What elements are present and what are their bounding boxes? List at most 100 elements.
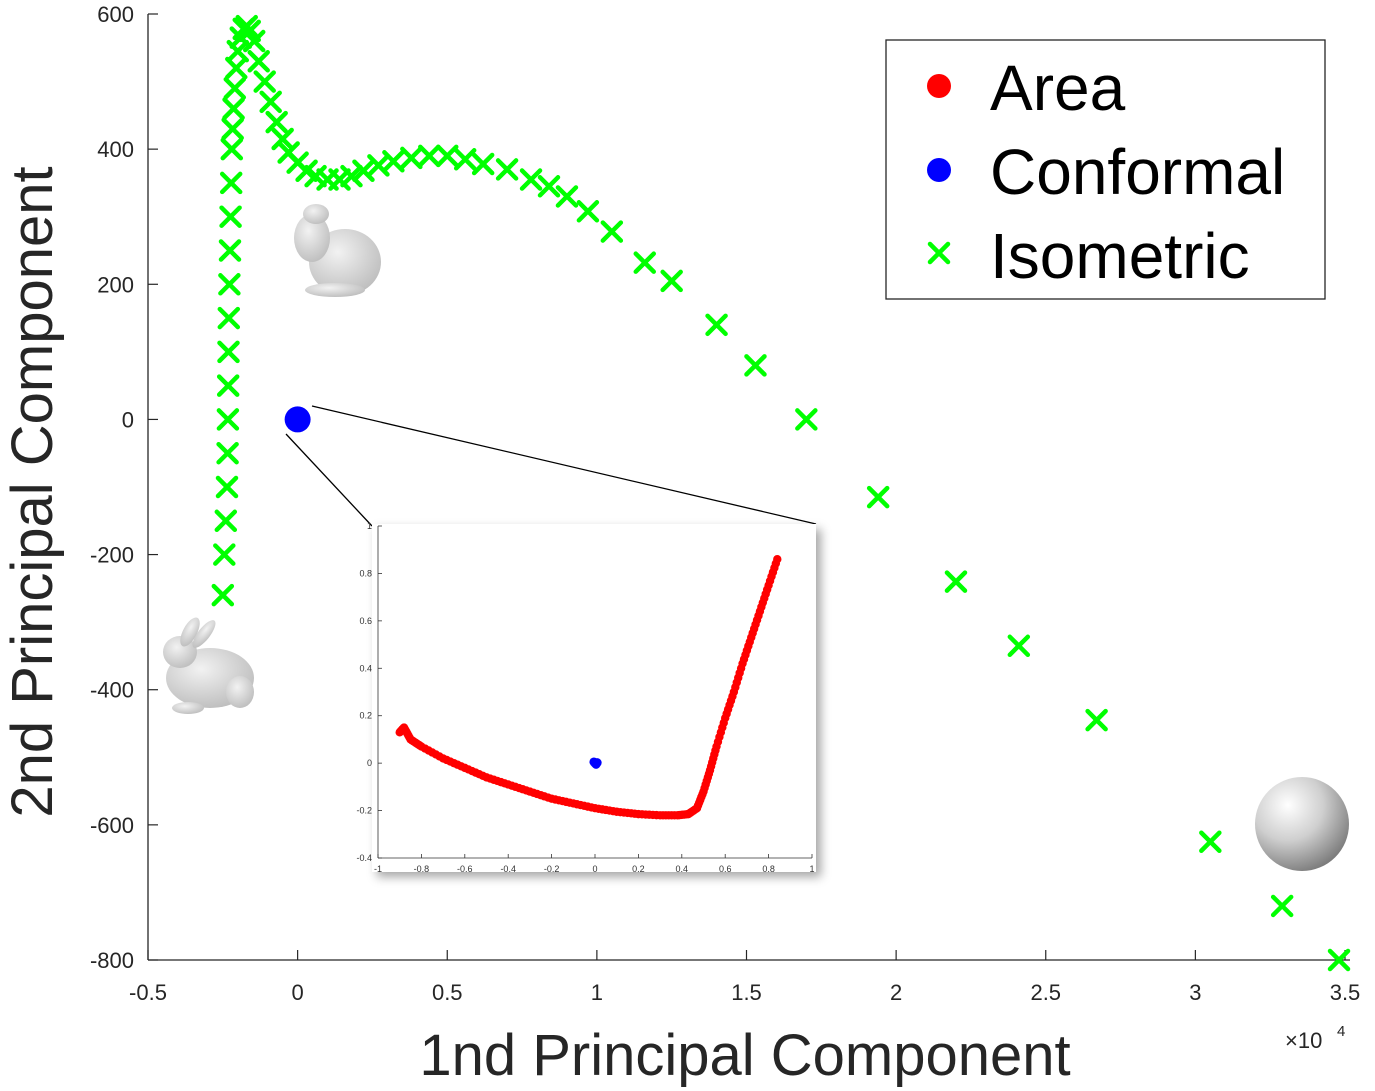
inset-x-tick-label: 0.8 xyxy=(762,864,775,874)
inset-y-ticks: 1 0.8 0.6 0.4 0.2 0 -0.2 -0.4 xyxy=(356,521,382,863)
isometric-point xyxy=(600,220,624,243)
y-tick-label: -400 xyxy=(90,678,134,703)
isometric-point xyxy=(217,340,240,364)
isometric-point xyxy=(219,205,242,228)
isometric-point xyxy=(211,583,235,607)
x-tick-label: 2 xyxy=(890,980,902,1005)
isometric-point xyxy=(1327,948,1351,972)
isometric-point-stroke xyxy=(555,185,579,208)
isometric-point-stroke xyxy=(660,269,683,293)
isometric-point-stroke xyxy=(576,200,600,223)
inset-y-tick-label: 0 xyxy=(367,758,372,768)
conformal-series xyxy=(284,406,311,433)
isometric-point-stroke xyxy=(222,97,245,120)
svg-text:4: 4 xyxy=(1337,1023,1345,1040)
isometric-point xyxy=(328,168,351,191)
isometric-point xyxy=(400,146,423,170)
isometric-point xyxy=(1199,830,1222,853)
isometric-point-stroke xyxy=(219,171,243,195)
isometric-point-stroke xyxy=(220,137,244,161)
isometric-point xyxy=(247,50,270,73)
inset-conformal-point xyxy=(592,758,602,768)
legend-box xyxy=(885,39,1326,300)
isometric-point-stroke xyxy=(225,56,248,80)
isometric-point xyxy=(555,185,579,208)
inset-x-tick-label: 0.4 xyxy=(676,864,689,874)
inset-conformal-series xyxy=(589,757,602,769)
main-axes xyxy=(147,14,1350,961)
isometric-point-stroke xyxy=(866,485,890,509)
isometric-point-stroke xyxy=(400,146,423,170)
legend-conformal-marker xyxy=(927,158,951,182)
isometric-point-stroke xyxy=(219,205,242,228)
legend-area-label: Area xyxy=(990,52,1126,124)
y-tick-label: 0 xyxy=(122,407,134,432)
inset-x-tick-label: 1 xyxy=(809,864,814,874)
x-tick-label: 2.5 xyxy=(1030,980,1061,1005)
zoom-connector-line-bottom xyxy=(285,433,373,527)
isometric-point xyxy=(214,509,238,533)
isometric-point-stroke xyxy=(633,251,657,274)
isometric-point-stroke xyxy=(340,164,363,188)
isometric-point-stroke xyxy=(217,340,240,364)
legend: Area Conformal Isometric xyxy=(885,39,1326,300)
isometric-point-stroke xyxy=(944,570,968,593)
x-tick-label: -0.5 xyxy=(129,980,167,1005)
isometric-point xyxy=(304,164,327,188)
isometric-point-stroke xyxy=(600,220,624,243)
legend-isometric-marker xyxy=(927,241,951,265)
isometric-point-stroke xyxy=(1007,634,1031,658)
isometric-point-stroke xyxy=(418,144,441,168)
y-tick-label: -200 xyxy=(90,543,134,568)
y-tick-label: -600 xyxy=(90,813,134,838)
isometric-point-stroke xyxy=(214,509,238,533)
isometric-point-stroke xyxy=(238,19,261,43)
isometric-point-stroke xyxy=(495,158,519,181)
isometric-point-stroke xyxy=(1270,894,1294,918)
isometric-point xyxy=(519,168,543,191)
isometric-point-stroke xyxy=(328,168,351,191)
isometric-point xyxy=(1007,634,1031,658)
isometric-point-stroke xyxy=(1327,948,1351,972)
isometric-point-stroke xyxy=(537,175,561,198)
x-tick-label: 0.5 xyxy=(432,980,463,1005)
inset-x-tick-label: -0.8 xyxy=(414,864,430,874)
zoom-inset: -1 -0.8 -0.6 -0.4 -0.2 0 0.2 0.4 0.6 0.8 1 1 0.8 0.6… xyxy=(356,521,816,874)
isometric-point-stroke xyxy=(216,408,240,431)
isometric-point xyxy=(217,306,241,330)
x-tick-label: 0 xyxy=(292,980,304,1005)
inset-area-series xyxy=(395,555,782,820)
legend-conformal-label: Conformal xyxy=(990,136,1285,208)
isometric-point xyxy=(216,441,239,465)
isometric-point-stroke xyxy=(1199,830,1222,853)
isometric-point-stroke xyxy=(215,475,239,499)
isometric-point xyxy=(1270,894,1294,918)
isometric-point-stroke xyxy=(1085,708,1108,732)
isometric-point xyxy=(537,175,561,198)
isometric-point xyxy=(705,313,728,337)
isometric-point xyxy=(253,70,276,93)
isometric-point xyxy=(744,354,767,377)
inset-y-tick-label: -0.4 xyxy=(356,853,372,863)
isometric-point-stroke xyxy=(382,150,405,173)
isometric-point xyxy=(222,97,245,120)
x-tick-label: 1.5 xyxy=(731,980,762,1005)
isometric-point-stroke xyxy=(242,29,266,53)
isometric-point-stroke xyxy=(253,70,276,93)
isometric-point xyxy=(453,148,477,171)
inset-x-tick-label: 0.2 xyxy=(632,864,645,874)
isometric-point-stroke xyxy=(218,239,242,262)
isometric-point xyxy=(221,117,244,141)
isometric-point-stroke xyxy=(217,306,241,330)
x-ticks: -0.5 0 0.5 1 1.5 2 2.5 3 3.5 xyxy=(129,950,1360,1005)
isometric-point xyxy=(382,150,405,173)
isometric-point-stroke xyxy=(211,583,235,607)
inset-y-tick-label: 0.6 xyxy=(359,616,372,626)
isometric-point xyxy=(866,485,890,509)
sphere-mesh-image xyxy=(1255,777,1349,871)
isometric-point xyxy=(418,144,441,168)
isometric-point-stroke xyxy=(265,110,288,134)
legend-isometric-label: Isometric xyxy=(990,220,1250,292)
inset-y-tick-label: 1 xyxy=(367,521,372,531)
isometric-point xyxy=(340,164,363,188)
